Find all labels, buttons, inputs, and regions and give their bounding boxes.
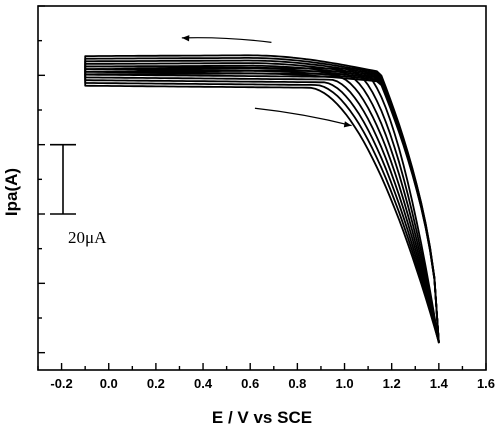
- scan-direction-arrows: [181, 35, 352, 128]
- x-tick-label: 1.0: [335, 376, 353, 391]
- x-tick-label: 0.4: [194, 376, 213, 391]
- x-tick-label: 1.6: [477, 376, 495, 391]
- forward-scan-arrow: [254, 107, 352, 127]
- y-axis-ticks: [38, 5, 45, 354]
- x-axis-label: E / V vs SCE: [212, 408, 312, 427]
- reverse-scan-arrow-head: [181, 35, 190, 42]
- cv-trace-1: [84, 72, 440, 344]
- x-tick-label: 1.4: [430, 376, 449, 391]
- cv-trace-8: [84, 54, 440, 344]
- forward-scan-arrow-head: [343, 121, 352, 128]
- x-tick-label: 0.0: [100, 376, 118, 391]
- y-axis-label: Ipa(A): [2, 168, 21, 216]
- cv-trace-5: [84, 62, 440, 344]
- cv-traces: [84, 54, 440, 344]
- x-tick-label: 0.6: [241, 376, 259, 391]
- x-tick-label: 0.8: [288, 376, 306, 391]
- x-tick-label: 1.2: [383, 376, 401, 391]
- plot-frame: [37, 5, 487, 371]
- scale-bar-label: 20μA: [68, 228, 107, 247]
- reverse-scan-arrow: [181, 37, 272, 43]
- scale-bar: 20μA: [50, 143, 107, 247]
- x-axis-ticks: -0.2 0.0 0.2 0.4 0.6 0.8 1.0 1.2 1.4 1.6: [37, 363, 495, 391]
- cv-trace-2: [84, 70, 440, 344]
- x-tick-label: -0.2: [50, 376, 72, 391]
- cv-trace-6: [84, 59, 440, 344]
- cv-trace-7: [84, 57, 440, 344]
- x-tick-label: 0.2: [147, 376, 165, 391]
